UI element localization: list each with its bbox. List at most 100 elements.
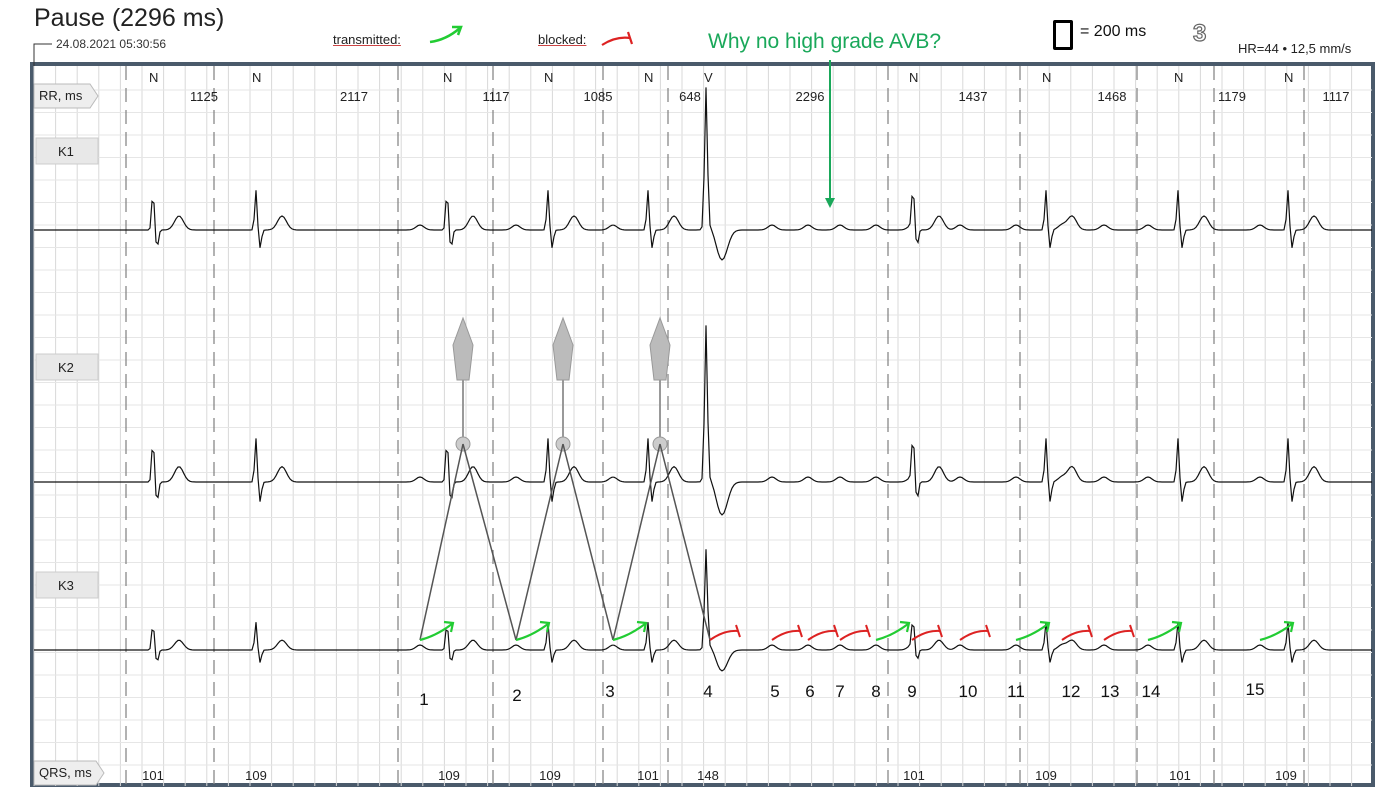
p-wave-number: 12 [1062, 682, 1081, 701]
p-wave-number: 1 [419, 690, 428, 709]
scale-box-icon [1053, 20, 1073, 50]
transmitted-arrow-icon [429, 27, 461, 44]
qrs-row-label: QRS, ms [39, 765, 92, 780]
p-wave-number: 14 [1142, 682, 1161, 701]
qrs-value-label: 109 [1275, 768, 1297, 783]
p-wave-number: 15 [1246, 680, 1265, 699]
conduction-line [612, 443, 661, 641]
blocked-arrow [959, 629, 989, 641]
rr-value-label: 1179 [1218, 89, 1246, 104]
datetime-bracket [33, 43, 52, 66]
channel-label-bg [35, 571, 99, 599]
blocked-bar-icon [626, 31, 634, 45]
blocked-arrow [839, 629, 869, 641]
p-wave-number: 6 [805, 682, 814, 701]
blocked-bar [797, 624, 803, 638]
p-wave-number: 4 [703, 682, 712, 701]
page-number: 3 [1192, 19, 1207, 47]
beat-type-label: N [544, 70, 553, 85]
transmitted-arrowhead-icon [452, 25, 463, 36]
blocked-arrow [1103, 629, 1133, 641]
transmitted-arrow [1259, 623, 1293, 642]
blocked-bar [1129, 624, 1135, 638]
ecg-trace-k1 [34, 87, 1372, 261]
ecg-trace-k3 [34, 549, 1372, 672]
blocked-arrow-icon [601, 36, 631, 46]
qrs-value-label: 101 [142, 768, 164, 783]
channel-label-bg [35, 353, 99, 381]
blocked-arrow [807, 629, 837, 641]
blocked-bar [937, 624, 943, 638]
qrs-value-label: 101 [637, 768, 659, 783]
blocked-arrow [771, 629, 801, 641]
p-wave-number: 11 [1007, 682, 1025, 701]
transmitted-arrow [612, 623, 646, 642]
hr-speed-readout: HR=44 • 12,5 mm/s [1238, 41, 1352, 56]
scale-label: = 200 ms [1080, 23, 1147, 40]
beat-type-label: N [1284, 70, 1293, 85]
beat-type-label: N [252, 70, 261, 85]
transmitted-arrow [1147, 623, 1181, 642]
question-annotation: Why no high grade AVB? [708, 30, 942, 53]
rr-row-label: RR, ms [39, 88, 83, 103]
beat-type-label: N [909, 70, 918, 85]
question-pointer-arrowhead [825, 198, 835, 208]
transmitted-arrowhead [1171, 620, 1183, 633]
transmitted-arrowhead [443, 620, 455, 633]
beat-type-label: N [1042, 70, 1051, 85]
rr-row-label-bg [33, 83, 99, 109]
qrs-value-label: 109 [539, 768, 561, 783]
blocked-arrow [911, 629, 941, 641]
rr-value-label: 1117 [483, 89, 510, 104]
p-wave-number: 8 [871, 682, 880, 701]
blocked-bar [985, 624, 991, 638]
beat-type-label: V [704, 70, 713, 85]
conduction-line [462, 443, 517, 641]
blocked-arrow [1061, 629, 1091, 641]
ecg-trace-k2 [34, 325, 1372, 516]
blocked-arrow [709, 629, 739, 641]
page-title: Pause (2296 ms) [34, 4, 225, 32]
rr-value-label: 2296 [796, 89, 825, 104]
channel-label-k3: K3 [58, 578, 74, 593]
p-wave-number: 9 [907, 682, 916, 701]
transmitted-arrowhead [899, 620, 911, 633]
rr-value-label: 1468 [1098, 89, 1127, 104]
blocked-bar [1087, 624, 1093, 638]
p-wave-number: 10 [959, 682, 978, 701]
channel-label-k2: K2 [58, 360, 74, 375]
rr-value-label: 1085 [584, 89, 613, 104]
rr-value-label: 1125 [190, 89, 218, 104]
pen-icon [552, 316, 574, 381]
rr-value-label: 2117 [340, 89, 368, 104]
rr-value-label: 1437 [959, 89, 988, 104]
beat-type-label: N [1174, 70, 1183, 85]
p-wave-number: 2 [512, 686, 521, 705]
p-wave-number: 5 [770, 682, 779, 701]
beat-type-label: N [149, 70, 158, 85]
conduction-line [419, 443, 464, 641]
beat-type-label: N [443, 70, 452, 85]
qrs-value-label: 148 [697, 768, 719, 783]
blocked-bar [865, 624, 871, 638]
channel-label-bg [35, 137, 99, 165]
ecg-frame [30, 62, 1375, 787]
qrs-value-label: 109 [438, 768, 460, 783]
pen-icon [649, 316, 671, 381]
rr-value-label: 1117 [1323, 89, 1350, 104]
transmitted-arrowhead [1283, 620, 1295, 633]
transmitted-arrow [515, 623, 549, 642]
transmitted-arrowhead [636, 620, 648, 633]
conduction-line [659, 443, 711, 641]
transmitted-arrow [1015, 623, 1049, 642]
p-wave-number: 7 [835, 682, 844, 701]
rr-value-label: 648 [679, 89, 701, 104]
blocked-bar [833, 624, 839, 638]
channel-label-k1: K1 [58, 144, 74, 159]
transmitted-arrowhead [539, 620, 551, 633]
qrs-row-label-bg [33, 760, 105, 786]
transmitted-arrow [875, 623, 909, 642]
qrs-value-label: 101 [1169, 768, 1191, 783]
qrs-value-label: 109 [1035, 768, 1057, 783]
